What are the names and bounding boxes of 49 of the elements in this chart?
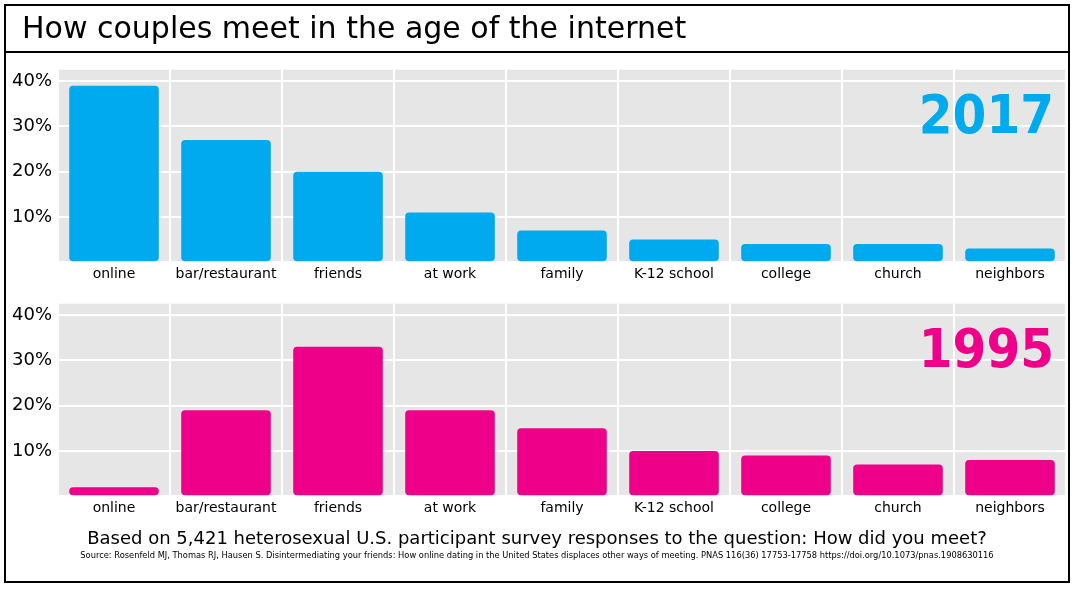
x-tick-label: at work bbox=[423, 499, 478, 516]
y-tick-label: 40% bbox=[11, 302, 53, 324]
series-label: 2017 bbox=[918, 82, 1054, 146]
y-tick-label: 30% bbox=[11, 348, 53, 370]
y-tick-label: 20% bbox=[11, 159, 53, 181]
series-label: 1995 bbox=[918, 316, 1054, 380]
x-tick-label: church bbox=[874, 499, 922, 516]
text: Based on 5,421 heterosexual U.S. participant survey responses to the question: How did you meet? bbox=[86, 526, 988, 548]
x-tick-label: neighbors bbox=[975, 265, 1045, 282]
x-tick-label: family bbox=[540, 499, 584, 516]
y-tick-label: 30% bbox=[11, 114, 53, 136]
x-tick-label: neighbors bbox=[975, 499, 1045, 516]
bar bbox=[965, 248, 1055, 262]
y-tick-label: 20% bbox=[11, 393, 53, 415]
bar bbox=[517, 230, 607, 262]
x-tick-label: bar/restaurant bbox=[175, 265, 277, 282]
x-tick-label: friends bbox=[313, 499, 363, 516]
x-tick-label: family bbox=[540, 265, 584, 282]
bar bbox=[405, 212, 495, 262]
x-tick-label: college bbox=[760, 499, 812, 516]
x-tick-label: bar/restaurant bbox=[175, 499, 277, 516]
x-tick-label: friends bbox=[313, 265, 363, 282]
bar bbox=[629, 450, 719, 496]
x-tick-label: college bbox=[760, 265, 812, 282]
bar bbox=[69, 85, 159, 262]
y-tick-label: 10% bbox=[11, 438, 53, 460]
x-tick-label: online bbox=[92, 265, 136, 282]
bar bbox=[853, 244, 943, 262]
x-tick-label: K-12 school bbox=[634, 499, 714, 516]
source-note: Source: Rosenfeld MJ, Thomas RJ, Hausen S. Disintermediating your friends: How online dating in the United States displaces other ways of meeting. PNAS 116(36) 17753-17758 https://doi.org/10.1073/pnas.1908630116 bbox=[79, 549, 995, 560]
bar bbox=[517, 428, 607, 496]
bar bbox=[293, 346, 383, 496]
y-tick-label: 40% bbox=[11, 68, 53, 90]
bar bbox=[965, 459, 1055, 496]
bar bbox=[629, 239, 719, 262]
x-tick-label: church bbox=[874, 265, 922, 282]
bar bbox=[293, 171, 383, 262]
bar bbox=[741, 455, 831, 496]
bar bbox=[69, 487, 159, 496]
x-tick-label: at work bbox=[423, 265, 478, 282]
x-tick-label: online bbox=[92, 499, 136, 516]
y-tick-label: 10% bbox=[11, 204, 53, 226]
x-tick-label: K-12 school bbox=[634, 265, 714, 282]
bar bbox=[853, 464, 943, 496]
chart-title: How couples meet in the age of the internet bbox=[6, 6, 1068, 53]
bar bbox=[181, 410, 271, 496]
bar bbox=[181, 139, 271, 262]
bar bbox=[741, 244, 831, 262]
bar bbox=[405, 410, 495, 496]
